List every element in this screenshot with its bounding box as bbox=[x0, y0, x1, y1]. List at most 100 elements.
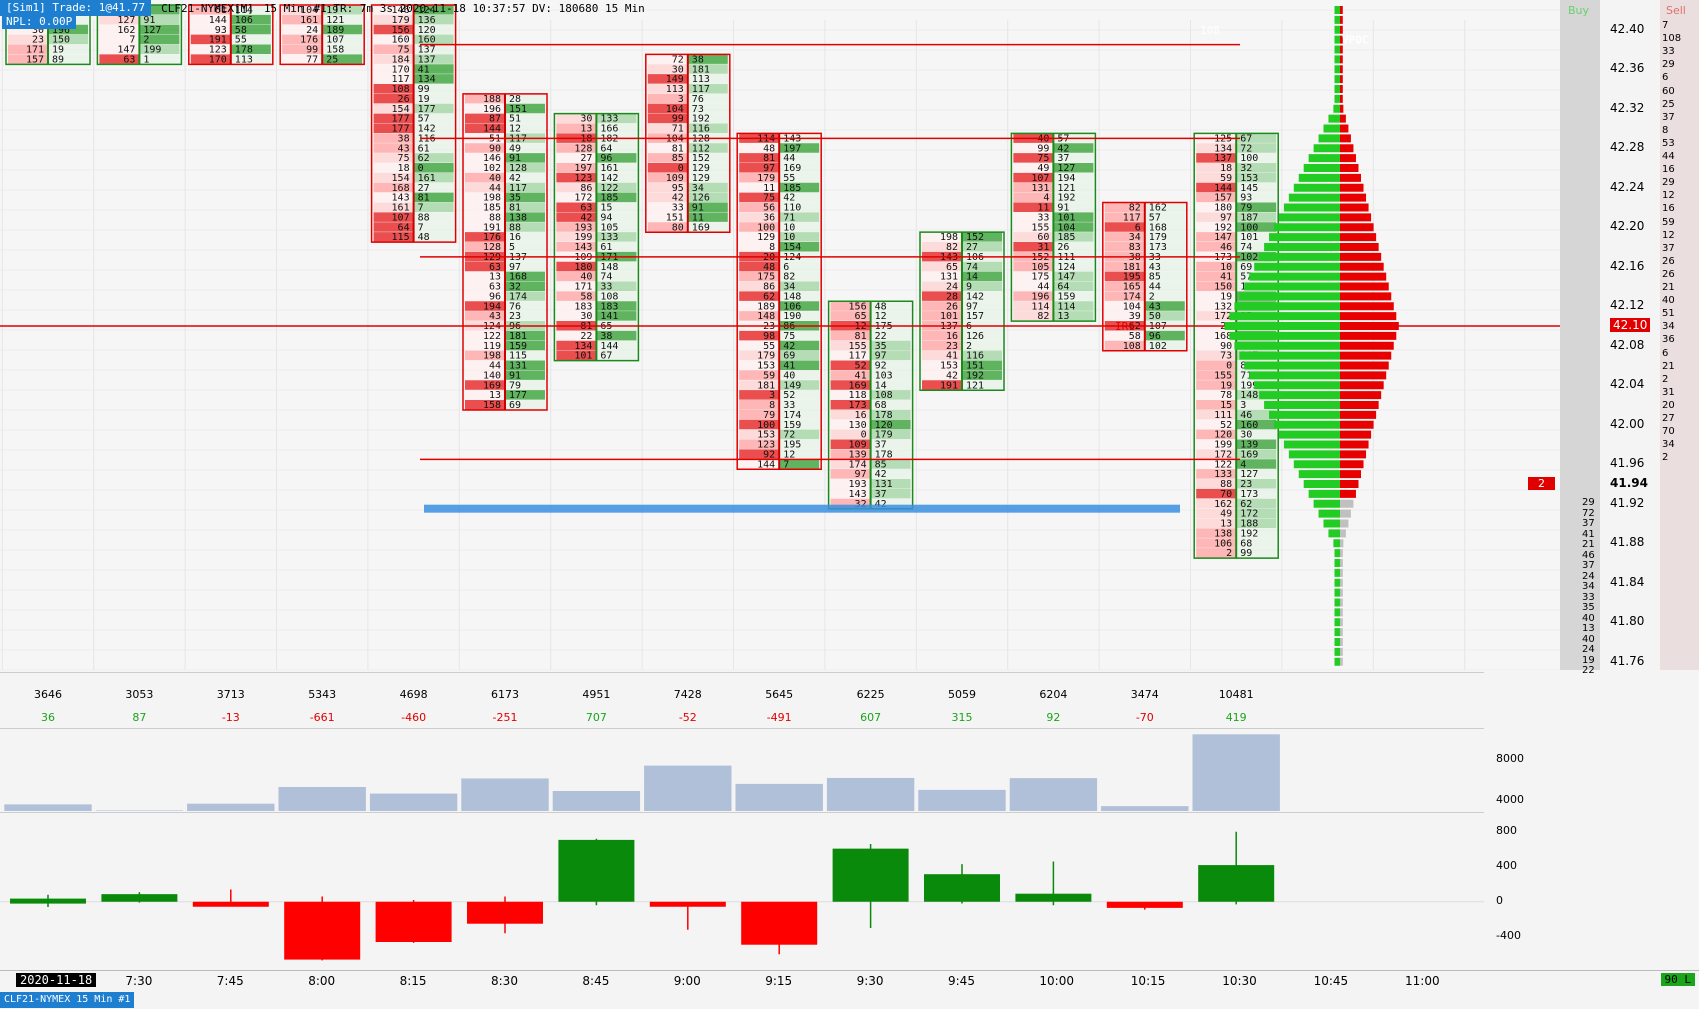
ask-volume-label: 64 bbox=[600, 143, 612, 154]
bid-volume-label: 189 bbox=[757, 301, 775, 312]
instrument-tab[interactable]: CLF21-NYMEX 15 Min #1 bbox=[0, 992, 135, 1008]
bid-volume-label: 82 bbox=[1129, 203, 1141, 214]
ask-cell bbox=[505, 202, 545, 212]
delta-bar bbox=[558, 839, 635, 902]
bid-cell bbox=[739, 380, 780, 390]
bid-cell bbox=[1196, 163, 1237, 173]
price-axis[interactable]: 42.40 42.36 42.32 42.28 42.24 42.20 42.16 42.12… bbox=[1606, 0, 1656, 670]
profile-sell-bar bbox=[1340, 519, 1349, 528]
profile-sell-bar bbox=[1340, 173, 1361, 182]
ask-volume-label: 81 bbox=[418, 193, 430, 204]
ask-cell bbox=[505, 261, 545, 272]
bid-volume-label: 104 bbox=[300, 5, 318, 16]
sell-column-title: Sell bbox=[1666, 4, 1686, 17]
ask-volume-label: 151 bbox=[509, 104, 527, 115]
sell-column-value: 27 bbox=[1662, 413, 1675, 424]
ask-volume-label: 5 bbox=[509, 242, 515, 253]
bid-cell bbox=[1196, 479, 1237, 489]
ask-cell bbox=[1236, 153, 1277, 163]
ask-volume-label: 48 bbox=[875, 301, 887, 312]
zoom-badge[interactable]: 90 L bbox=[1660, 973, 1695, 986]
sim-account-badge[interactable]: [Sim1] Trade: 1@41.77 bbox=[0, 0, 152, 16]
ask-volume-label: 154 bbox=[783, 242, 801, 253]
bid-volume-label: 105 bbox=[1031, 262, 1049, 273]
bid-cell bbox=[373, 202, 414, 212]
ask-cell bbox=[1236, 182, 1277, 193]
ask-volume-label: 178 bbox=[235, 45, 253, 56]
ask-cell bbox=[779, 291, 820, 301]
footprint-chart[interactable]: 1771041107530196231501711915789199127911… bbox=[0, 0, 1570, 670]
ask-cell bbox=[322, 5, 363, 15]
ask-cell bbox=[779, 242, 820, 252]
bid-cell bbox=[99, 14, 140, 25]
bid-cell bbox=[373, 143, 414, 153]
bid-cell bbox=[1196, 291, 1237, 301]
ask-volume-label: 97 bbox=[509, 262, 521, 273]
ask-cell bbox=[870, 360, 911, 370]
ask-cell bbox=[505, 123, 545, 133]
ask-cell bbox=[870, 350, 911, 361]
bid-cell bbox=[1013, 163, 1054, 173]
ask-volume-label: 13 bbox=[1057, 311, 1069, 322]
bid-volume-label: 109 bbox=[666, 173, 684, 184]
ask-cell bbox=[505, 172, 545, 183]
profile-buy-bar bbox=[1254, 381, 1340, 390]
ask-cell bbox=[687, 64, 728, 74]
profile-sell-bar bbox=[1340, 154, 1356, 163]
ask-cell bbox=[505, 143, 545, 153]
ask-cell bbox=[1236, 508, 1277, 519]
ask-cell bbox=[779, 400, 820, 410]
bid-volume-label: 49 bbox=[1037, 163, 1049, 174]
bid-volume-label: 162 bbox=[1214, 499, 1232, 510]
delta-bar bbox=[649, 901, 726, 907]
delta-panel[interactable] bbox=[0, 812, 1484, 970]
profile-buy-bar bbox=[1254, 262, 1340, 271]
ask-cell bbox=[779, 360, 820, 370]
bid-volume-label: 80 bbox=[672, 222, 684, 233]
bid-volume-label: 92 bbox=[763, 449, 775, 460]
bid-cell bbox=[373, 64, 414, 74]
ask-volume-label: 2 bbox=[143, 35, 149, 46]
volume-panel[interactable] bbox=[0, 728, 1484, 811]
bid-volume-label: 33 bbox=[672, 203, 684, 214]
ask-volume-label: 174 bbox=[783, 410, 801, 421]
ir-label: IR1 bbox=[1115, 320, 1135, 333]
bid-volume-label: 107 bbox=[392, 212, 410, 223]
footprint-svg[interactable]: 1771041107530196231501711915789199127911… bbox=[0, 0, 1570, 670]
ask-volume-label: 197 bbox=[783, 143, 801, 154]
bid-volume-label: 122 bbox=[483, 331, 501, 342]
bid-volume-label: 117 bbox=[849, 351, 867, 362]
profile-buy-bar bbox=[1249, 272, 1340, 281]
profile-buy-bar bbox=[1334, 657, 1340, 666]
bid-volume-label: 42 bbox=[580, 212, 592, 223]
bid-volume-label: 90 bbox=[1220, 341, 1232, 352]
bid-cell bbox=[556, 261, 597, 272]
bid-volume-label: 59 bbox=[763, 370, 775, 381]
bid-cell bbox=[465, 330, 505, 341]
profile-sell-bar bbox=[1340, 55, 1343, 64]
bid-volume-label: 63 bbox=[580, 203, 592, 214]
bid-volume-label: 26 bbox=[946, 301, 958, 312]
sell-column-value: 6 bbox=[1662, 347, 1669, 359]
bid-cell bbox=[282, 14, 323, 25]
bid-cell bbox=[190, 24, 231, 35]
ask-cell bbox=[1144, 340, 1185, 351]
bid-volume-label: 41 bbox=[1220, 272, 1232, 283]
delta-axis-label: 0 bbox=[1496, 893, 1503, 907]
bid-cell bbox=[922, 340, 962, 351]
ask-cell bbox=[1236, 548, 1277, 558]
ask-cell bbox=[779, 439, 820, 449]
time-axis[interactable]: 2020-11-18 7:30 7:45 8:00 8:15 8:30 8:45 9:00 9… bbox=[0, 970, 1699, 990]
bid-volume-label: 18 bbox=[398, 163, 410, 174]
sell-column-value: 12 bbox=[1662, 229, 1675, 241]
ask-cell bbox=[413, 84, 454, 94]
bid-cell bbox=[647, 143, 688, 153]
bid-volume-label: 2 bbox=[1226, 548, 1232, 559]
ask-cell bbox=[1053, 192, 1094, 203]
ask-cell bbox=[962, 380, 1002, 390]
bid-cell bbox=[465, 123, 505, 133]
ask-cell bbox=[779, 390, 820, 400]
bid-cell bbox=[1013, 242, 1054, 252]
bid-cell bbox=[922, 350, 962, 361]
bid-volume-label: 155 bbox=[1214, 370, 1232, 381]
